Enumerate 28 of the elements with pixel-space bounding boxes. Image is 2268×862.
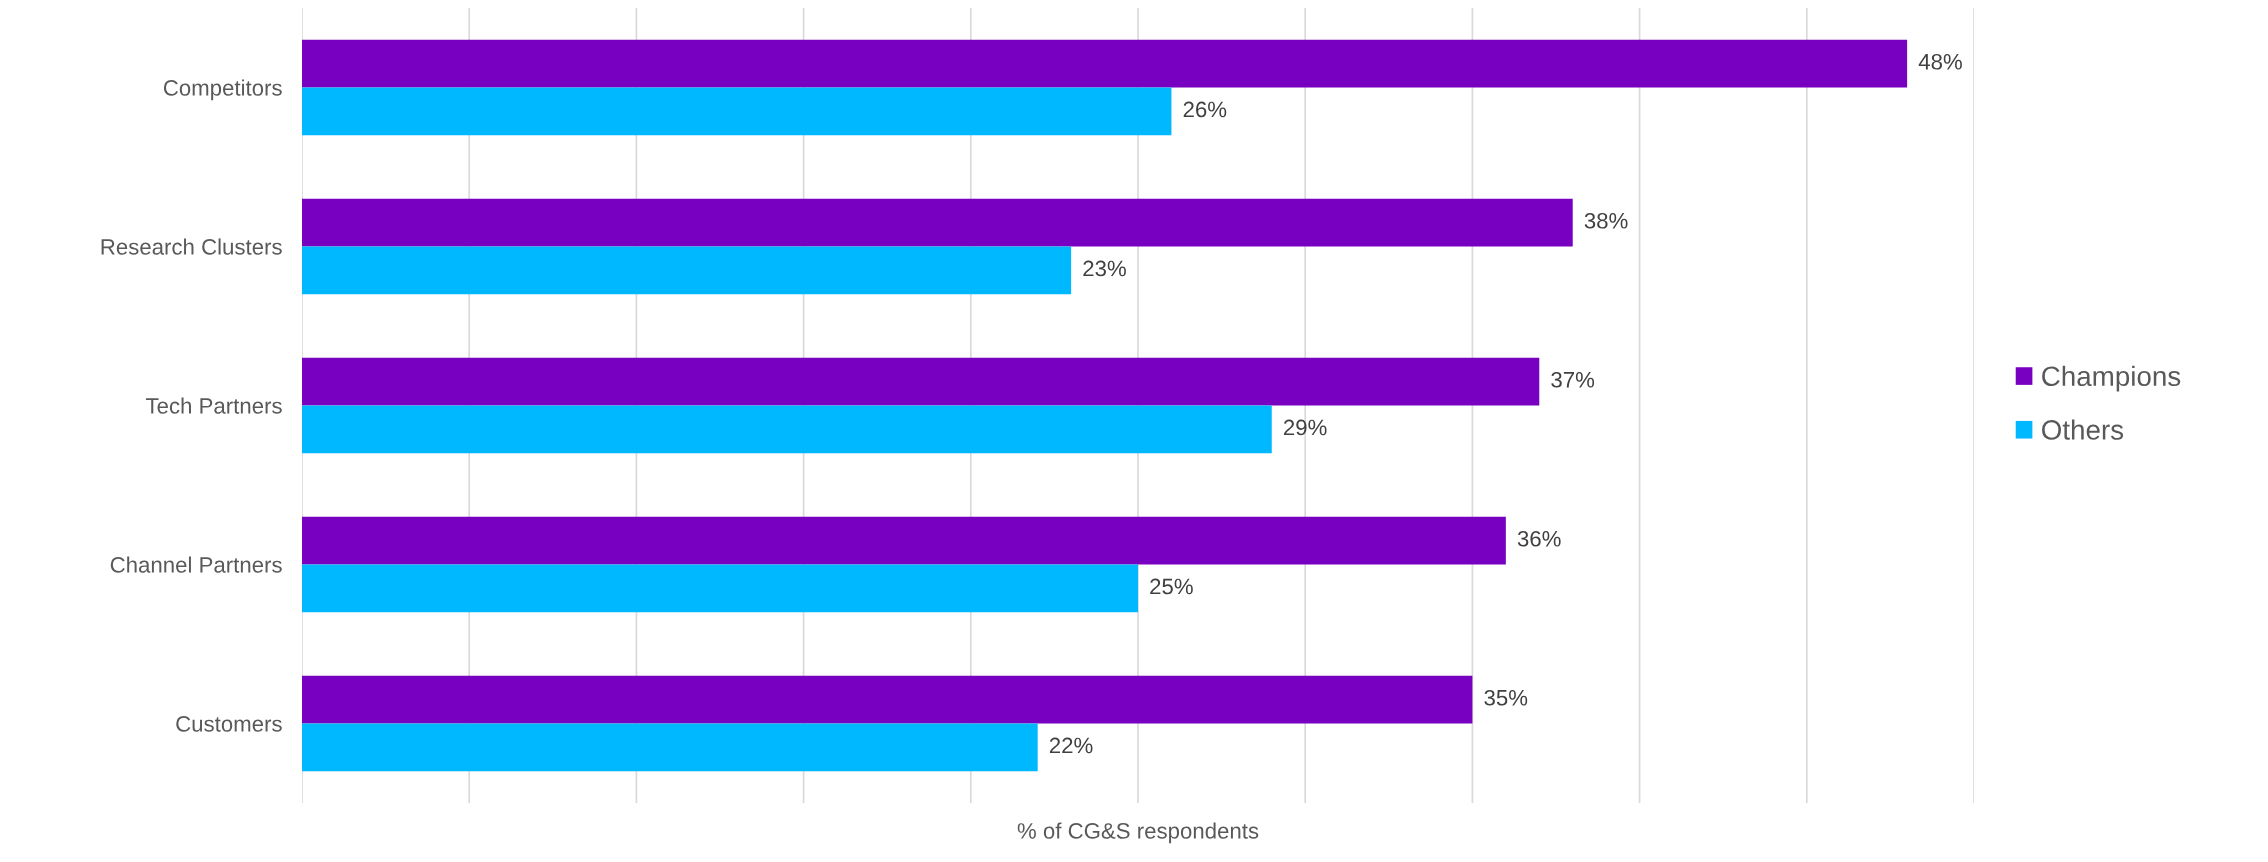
bar [302,357,1540,406]
bar [302,87,1172,136]
bar [302,39,1908,88]
data-label: 29% [1283,419,1327,436]
data-label: 23% [1083,260,1126,277]
bar [302,516,1506,565]
data-label: 35% [1484,689,1528,706]
data-label: 22% [1049,737,1093,754]
bar [302,564,1138,613]
legend-label: Champions [2042,365,2181,392]
x-axis-title: % of CG&S respondents [1017,822,1259,844]
bar [302,246,1072,295]
bar [302,675,1473,724]
y-tick-label: Channel Partners [110,556,282,573]
data-label: 37% [1551,371,1595,388]
y-tick-label: Research Clusters [101,238,282,255]
data-label: 25% [1150,578,1193,595]
data-label: 26% [1183,101,1227,118]
y-tick-label: Customers [176,716,282,732]
data-label: 48% [1918,53,1962,70]
bar [302,198,1573,247]
data-label: 36% [1517,530,1561,547]
y-tick-label: Competitors [163,79,282,101]
y-tick-label: Tech Partners [145,397,282,414]
legend-label: Others [2042,419,2124,440]
bar [302,723,1038,772]
data-label: 38% [1584,212,1628,229]
bar [302,405,1272,454]
